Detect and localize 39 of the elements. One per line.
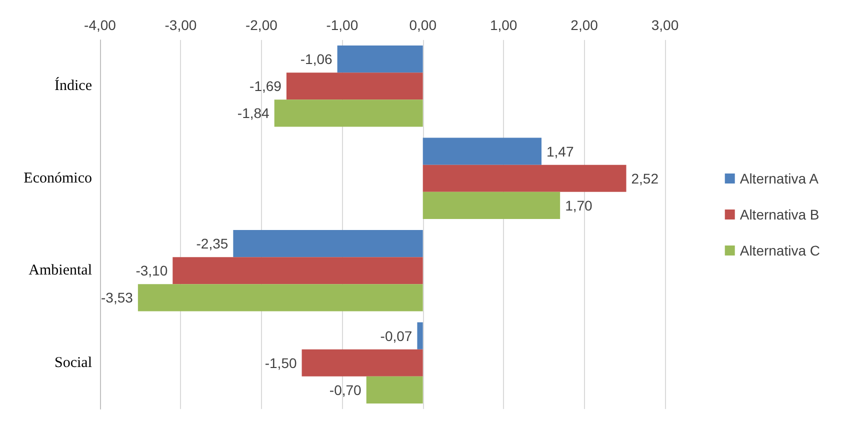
bar bbox=[422, 164, 626, 192]
x-tick-label: -2,00 bbox=[245, 17, 278, 33]
x-tick-label: 1,00 bbox=[490, 17, 518, 33]
bar bbox=[422, 192, 560, 219]
x-tick-label: 3,00 bbox=[651, 17, 679, 33]
legend-label: Alternativa C bbox=[740, 242, 820, 258]
x-tick-label: -4,00 bbox=[84, 17, 116, 33]
bar bbox=[274, 100, 423, 127]
bar bbox=[337, 46, 423, 73]
bar bbox=[233, 230, 423, 258]
data-label: -1,50 bbox=[264, 354, 297, 371]
x-tick-label: -3,00 bbox=[164, 17, 197, 33]
data-label: -2,35 bbox=[196, 236, 228, 252]
data-label: -0,07 bbox=[380, 328, 412, 344]
y-tick-label: Social bbox=[54, 354, 92, 371]
bar bbox=[172, 257, 423, 284]
y-tick-label: Económico bbox=[24, 170, 92, 186]
x-tick-label: 0,00 bbox=[409, 17, 437, 33]
y-tick-label: Ambiental bbox=[28, 262, 92, 279]
data-label: -0,70 bbox=[329, 382, 362, 398]
bar bbox=[417, 322, 423, 350]
x-tick-label: 2,00 bbox=[570, 17, 598, 33]
bar bbox=[286, 72, 423, 100]
legend-label: Alternativa A bbox=[740, 170, 820, 186]
data-label: 1,70 bbox=[565, 197, 593, 214]
bar bbox=[302, 349, 423, 376]
bar bbox=[138, 284, 423, 312]
bar bbox=[366, 376, 423, 404]
y-tick-label: Índice bbox=[54, 77, 92, 94]
bar bbox=[422, 138, 542, 165]
data-label: -1,69 bbox=[250, 78, 282, 94]
data-label: 1,47 bbox=[546, 143, 574, 160]
data-label: -3,10 bbox=[136, 262, 168, 279]
data-label: -1,06 bbox=[300, 51, 332, 68]
x-tick-label: -1,00 bbox=[326, 17, 358, 33]
data-label: -3,53 bbox=[101, 290, 134, 306]
data-label: 2,52 bbox=[631, 170, 659, 186]
legend-label: Alternativa B bbox=[740, 206, 820, 222]
data-label: -1,84 bbox=[237, 105, 270, 122]
